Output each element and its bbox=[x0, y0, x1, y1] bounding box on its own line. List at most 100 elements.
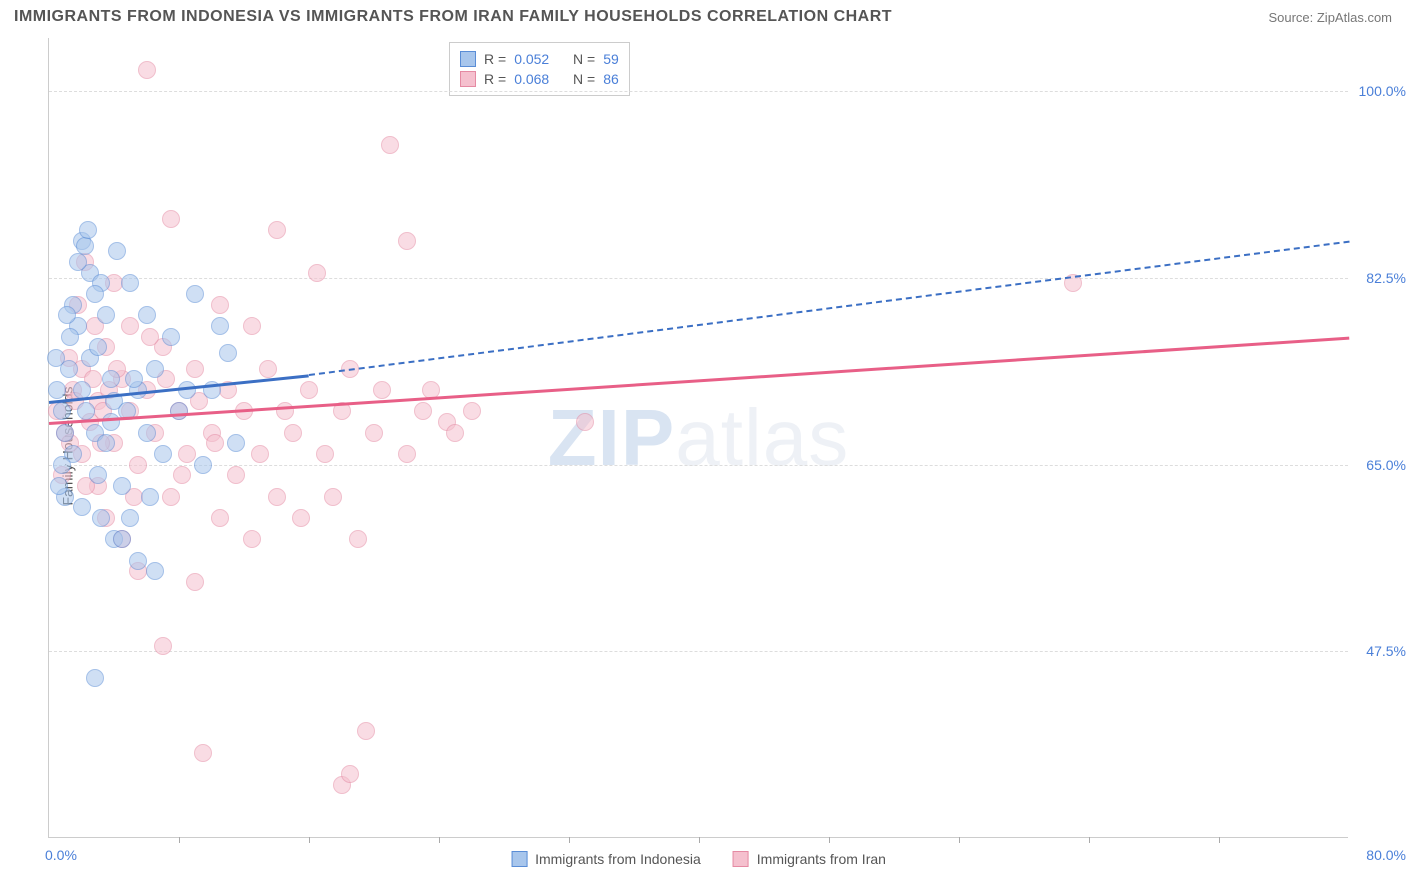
scatter-point-indonesia bbox=[178, 381, 196, 399]
legend-row-indonesia: R = 0.052 N = 59 bbox=[460, 49, 619, 69]
scatter-point-iran bbox=[211, 509, 229, 527]
gridline-h bbox=[49, 278, 1348, 279]
source-attribution: Source: ZipAtlas.com bbox=[1268, 10, 1392, 25]
scatter-point-indonesia bbox=[138, 424, 156, 442]
scatter-point-indonesia bbox=[186, 285, 204, 303]
scatter-point-iran bbox=[162, 210, 180, 228]
scatter-point-indonesia bbox=[138, 306, 156, 324]
scatter-point-indonesia bbox=[73, 498, 91, 516]
scatter-point-iran bbox=[373, 381, 391, 399]
scatter-point-iran bbox=[357, 722, 375, 740]
scatter-point-iran bbox=[243, 317, 261, 335]
scatter-point-indonesia bbox=[113, 530, 131, 548]
scatter-point-indonesia bbox=[146, 562, 164, 580]
scatter-point-iran bbox=[154, 637, 172, 655]
scatter-point-indonesia bbox=[61, 328, 79, 346]
x-tick bbox=[179, 837, 180, 843]
series-legend: Immigrants from Indonesia Immigrants fro… bbox=[511, 851, 886, 867]
swatch-iran bbox=[460, 71, 476, 87]
x-tick bbox=[1219, 837, 1220, 843]
x-axis-min: 0.0% bbox=[45, 847, 77, 863]
x-tick bbox=[309, 837, 310, 843]
scatter-point-indonesia bbox=[53, 402, 71, 420]
scatter-point-indonesia bbox=[146, 360, 164, 378]
y-tick-label: 65.0% bbox=[1366, 457, 1406, 473]
scatter-point-iran bbox=[211, 296, 229, 314]
scatter-point-iran bbox=[227, 466, 245, 484]
scatter-point-iran bbox=[284, 424, 302, 442]
scatter-point-indonesia bbox=[121, 274, 139, 292]
scatter-point-iran bbox=[162, 488, 180, 506]
scatter-point-indonesia bbox=[89, 466, 107, 484]
scatter-point-indonesia bbox=[154, 445, 172, 463]
scatter-point-indonesia bbox=[97, 306, 115, 324]
scatter-point-indonesia bbox=[170, 402, 188, 420]
scatter-point-iran bbox=[324, 488, 342, 506]
scatter-point-indonesia bbox=[102, 370, 120, 388]
scatter-point-iran bbox=[178, 445, 196, 463]
correlation-legend: R = 0.052 N = 59 R = 0.068 N = 86 bbox=[449, 42, 630, 96]
scatter-point-iran bbox=[138, 61, 156, 79]
gridline-h bbox=[49, 465, 1348, 466]
scatter-point-indonesia bbox=[108, 242, 126, 260]
swatch-iran bbox=[733, 851, 749, 867]
x-tick bbox=[959, 837, 960, 843]
legend-item-iran: Immigrants from Iran bbox=[733, 851, 886, 867]
scatter-point-indonesia bbox=[211, 317, 229, 335]
scatter-point-iran bbox=[316, 445, 334, 463]
scatter-point-iran bbox=[268, 221, 286, 239]
x-tick bbox=[1089, 837, 1090, 843]
legend-row-iran: R = 0.068 N = 86 bbox=[460, 69, 619, 89]
trendline-indonesia-extrapolated bbox=[309, 241, 1349, 376]
scatter-point-indonesia bbox=[89, 338, 107, 356]
scatter-point-iran bbox=[186, 360, 204, 378]
scatter-point-indonesia bbox=[86, 669, 104, 687]
y-tick-label: 82.5% bbox=[1366, 270, 1406, 286]
scatter-point-iran bbox=[243, 530, 261, 548]
scatter-point-iran bbox=[121, 317, 139, 335]
scatter-point-indonesia bbox=[50, 477, 68, 495]
scatter-point-indonesia bbox=[227, 434, 245, 452]
scatter-point-iran bbox=[463, 402, 481, 420]
x-tick bbox=[829, 837, 830, 843]
scatter-point-iran bbox=[398, 232, 416, 250]
scatter-point-iran bbox=[194, 744, 212, 762]
scatter-point-indonesia bbox=[48, 381, 66, 399]
scatter-point-indonesia bbox=[121, 509, 139, 527]
x-tick bbox=[569, 837, 570, 843]
scatter-point-indonesia bbox=[194, 456, 212, 474]
scatter-point-indonesia bbox=[113, 477, 131, 495]
scatter-point-iran bbox=[308, 264, 326, 282]
scatter-point-iran bbox=[186, 573, 204, 591]
scatter-point-indonesia bbox=[53, 456, 71, 474]
scatter-point-indonesia bbox=[79, 221, 97, 239]
scatter-point-iran bbox=[341, 765, 359, 783]
scatter-point-indonesia bbox=[77, 402, 95, 420]
scatter-point-indonesia bbox=[69, 253, 87, 271]
scatter-point-indonesia bbox=[141, 488, 159, 506]
x-axis-max: 80.0% bbox=[1366, 847, 1406, 863]
scatter-point-indonesia bbox=[47, 349, 65, 367]
x-tick bbox=[439, 837, 440, 843]
scatter-point-indonesia bbox=[56, 424, 74, 442]
x-tick bbox=[699, 837, 700, 843]
scatter-point-iran bbox=[398, 445, 416, 463]
swatch-indonesia bbox=[460, 51, 476, 67]
scatter-point-indonesia bbox=[102, 413, 120, 431]
scatter-point-iran bbox=[414, 402, 432, 420]
scatter-point-iran bbox=[381, 136, 399, 154]
scatter-point-iran bbox=[349, 530, 367, 548]
scatter-point-indonesia bbox=[129, 552, 147, 570]
scatter-point-iran bbox=[129, 456, 147, 474]
scatter-point-indonesia bbox=[97, 434, 115, 452]
swatch-indonesia bbox=[511, 851, 527, 867]
gridline-h bbox=[49, 651, 1348, 652]
scatter-chart: ZIPatlas R = 0.052 N = 59 R = 0.068 N = … bbox=[48, 38, 1348, 838]
y-tick-label: 47.5% bbox=[1366, 643, 1406, 659]
scatter-point-indonesia bbox=[92, 509, 110, 527]
scatter-point-iran bbox=[268, 488, 286, 506]
y-tick-label: 100.0% bbox=[1359, 83, 1406, 99]
scatter-point-iran bbox=[446, 424, 464, 442]
chart-title: IMMIGRANTS FROM INDONESIA VS IMMIGRANTS … bbox=[14, 8, 892, 26]
scatter-point-indonesia bbox=[86, 285, 104, 303]
